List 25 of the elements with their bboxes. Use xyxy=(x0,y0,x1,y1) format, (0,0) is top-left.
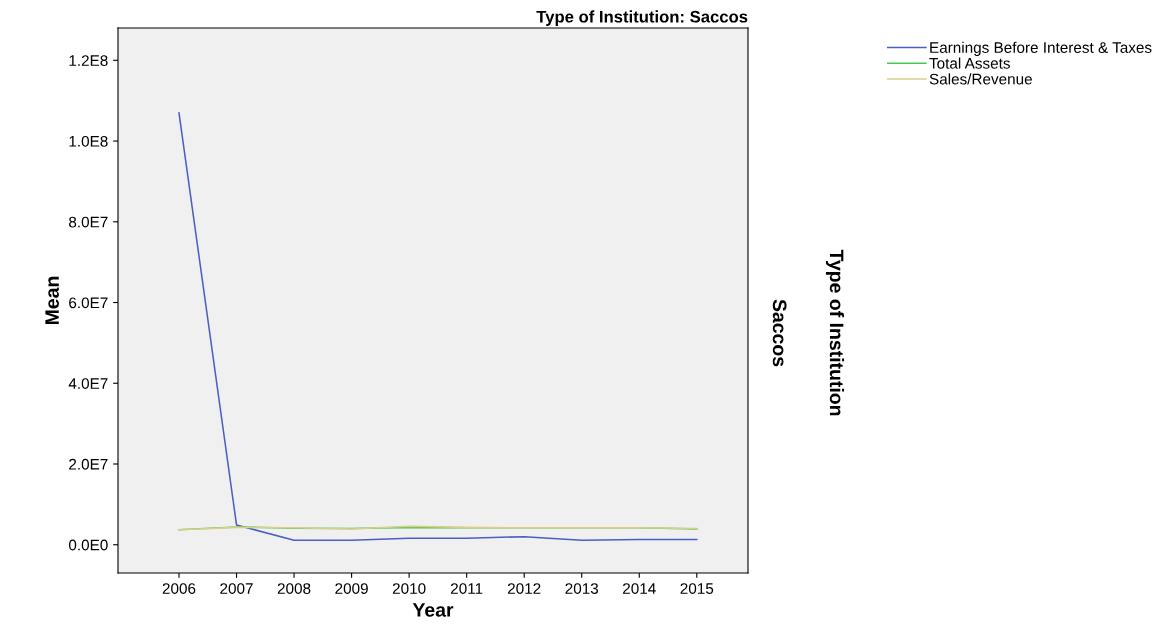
x-tick-label: 2012 xyxy=(507,583,541,594)
y-tick-label: 4.0E7 xyxy=(68,378,108,389)
y-tick-label: 1.2E8 xyxy=(69,55,108,66)
y-tick-label: 8.0E7 xyxy=(69,216,108,228)
x-tick-label: 2007 xyxy=(220,583,253,594)
legend-label: Sales/Revenue xyxy=(929,73,1032,85)
x-tick-label: 2006 xyxy=(162,583,196,594)
y-tick-label: 6.0E7 xyxy=(69,297,108,309)
x-tick-label: 2014 xyxy=(623,583,656,594)
legend-label: Earnings Before Interest & Taxes xyxy=(930,41,1152,56)
text: Saccos xyxy=(772,299,787,367)
x-tick-label: 2015 xyxy=(680,583,714,594)
chart-title: Type of Institution: Saccos xyxy=(536,10,748,26)
y-tick-label: 1.0E8 xyxy=(69,135,108,147)
x-axis-title: Year xyxy=(412,603,454,617)
y-axis-title: Mean xyxy=(45,276,59,325)
legend-label: Total Assets xyxy=(929,57,1010,69)
x-tick-label: 2013 xyxy=(565,583,599,594)
text: Type of Institution xyxy=(825,249,845,416)
x-tick-label: 2009 xyxy=(335,583,368,594)
y-tick-label: 0.0E0 xyxy=(68,539,108,551)
x-tick-label: 2008 xyxy=(277,583,311,594)
y-tick-label: 2.0E7 xyxy=(69,458,108,470)
x-tick-label: 2010 xyxy=(392,583,426,594)
x-tick-label: 2011 xyxy=(451,583,483,594)
